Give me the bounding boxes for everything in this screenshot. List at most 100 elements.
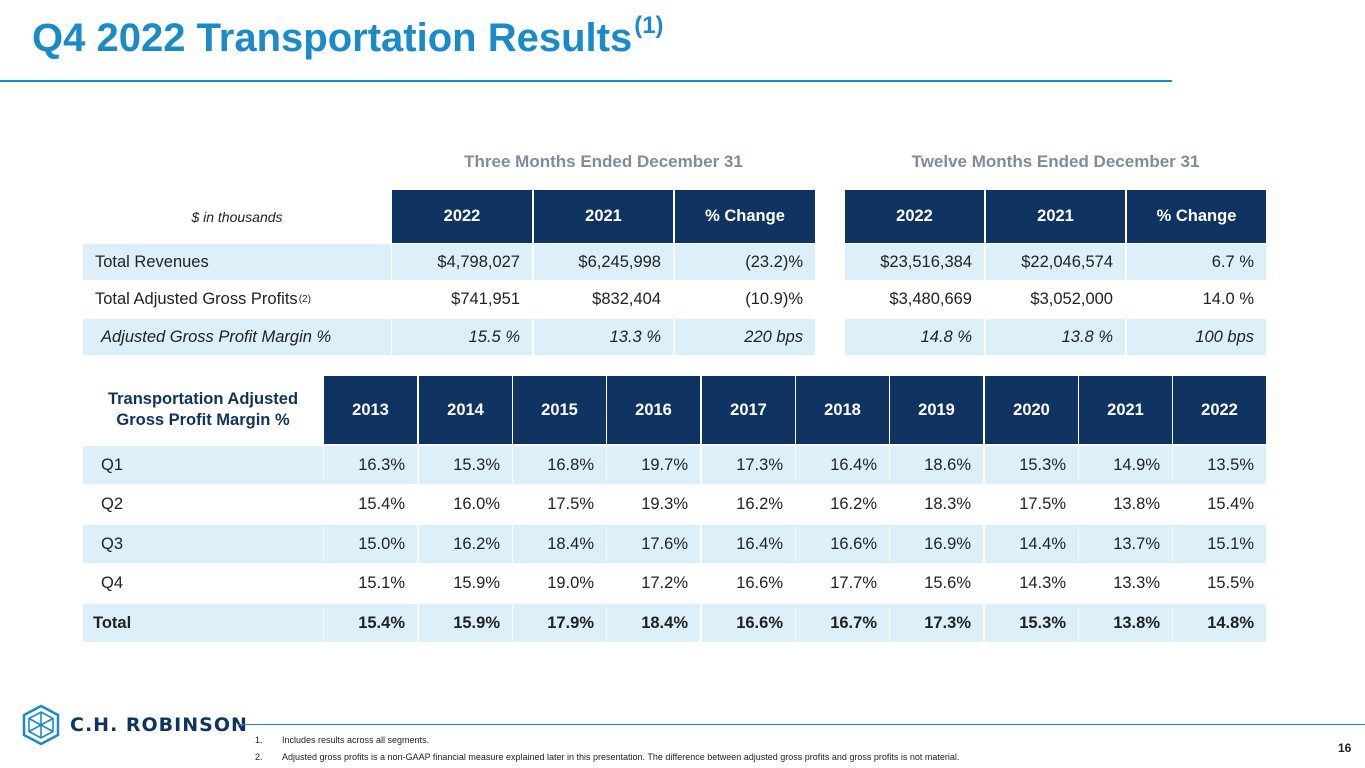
footer-rule <box>238 724 1365 725</box>
margin-value: 14.9% <box>1079 446 1172 484</box>
three-month-value: (23.2)% <box>675 244 815 280</box>
twelve-month-value: 13.8 % <box>986 319 1125 355</box>
footnote-2: 2. Adjusted gross profits is a non-GAAP f… <box>255 752 960 762</box>
twelve-month-col-header: % Change <box>1127 190 1266 243</box>
margin-value: 16.4% <box>796 446 889 484</box>
year-col-header: 2013 <box>324 376 417 444</box>
year-col-header: 2019 <box>890 376 983 444</box>
year-col-header: 2022 <box>1173 376 1266 444</box>
margin-value: 16.6% <box>736 573 783 592</box>
results-row-label: Total Adjusted Gross Profits (2) <box>83 281 391 317</box>
company-logo: C.H. ROBINSON <box>22 704 248 746</box>
margin-value: 19.3% <box>641 494 688 513</box>
three-month-value: 15.5 % <box>392 319 532 355</box>
margin-value: 18.3% <box>924 494 971 513</box>
margin-table-row-header: Transportation Adjusted Gross Profit Mar… <box>107 390 299 429</box>
page-title: Q4 2022 Transportation Results(1) <box>32 12 664 60</box>
margin-value: 17.6% <box>607 525 700 563</box>
results-row-label: Adjusted Gross Profit Margin % <box>83 319 391 355</box>
twelve-month-value: $3,052,000 <box>1030 289 1113 308</box>
twelve-month-value: $22,046,574 <box>986 244 1125 280</box>
three-month-value: $4,798,027 <box>392 244 532 280</box>
margin-value: 17.3% <box>890 604 983 642</box>
margin-value: 15.5% <box>1207 573 1254 592</box>
margin-row-label: Q2 <box>101 494 124 513</box>
year-col-header: 2021 <box>1079 376 1172 444</box>
margin-value: 16.6% <box>796 525 889 563</box>
three-month-value: $6,245,998 <box>534 244 673 280</box>
margin-value: 13.8% <box>1079 604 1172 642</box>
margin-value: 16.2% <box>736 494 783 513</box>
margin-value: 15.3% <box>985 446 1078 484</box>
cube-hexagon-icon <box>22 704 60 746</box>
margin-value: 18.4% <box>607 604 700 642</box>
twelve-month-value: 14.8 % <box>845 319 984 355</box>
margin-value: 17.3% <box>702 446 795 484</box>
title-rule <box>0 80 1172 82</box>
margin-value: 17.5% <box>547 494 594 513</box>
margin-value: 17.9% <box>513 604 606 642</box>
twelve-month-period-header: Twelve Months Ended December 31 <box>911 152 1200 171</box>
margin-value: 13.8% <box>1113 494 1160 513</box>
three-month-col-header: 2021 <box>534 190 673 243</box>
three-month-value: (10.9)% <box>745 289 803 308</box>
twelve-month-value: $23,516,384 <box>845 244 984 280</box>
margin-value: 13.5% <box>1173 446 1266 484</box>
year-col-header: 2020 <box>985 376 1078 444</box>
margin-value: 15.4% <box>358 494 405 513</box>
footnote-1: 1. Includes results across all segments. <box>255 735 430 745</box>
margin-row-label: Total <box>83 604 323 642</box>
page-number: 16 <box>1338 741 1352 755</box>
logo-text: C.H. ROBINSON <box>70 714 248 736</box>
margin-value: 19.0% <box>547 573 594 592</box>
margin-value: 15.3% <box>985 604 1078 642</box>
three-month-value: 220 bps <box>675 319 815 355</box>
three-month-col-header: 2022 <box>392 190 532 243</box>
margin-value: 14.4% <box>985 525 1078 563</box>
year-col-header: 2017 <box>702 376 795 444</box>
year-col-header: 2015 <box>513 376 606 444</box>
margin-value: 15.4% <box>1207 494 1254 513</box>
margin-row-label: Q3 <box>83 525 323 563</box>
margin-value: 15.1% <box>358 573 405 592</box>
twelve-month-value: 6.7 % <box>1127 244 1266 280</box>
three-month-col-header: % Change <box>675 190 815 243</box>
unit-label: $ in thousands <box>191 208 283 225</box>
three-month-value: $832,404 <box>592 289 661 308</box>
year-col-header: 2016 <box>607 376 700 444</box>
twelve-month-col-header: 2022 <box>845 190 984 243</box>
margin-value: 18.4% <box>513 525 606 563</box>
margin-value: 16.2% <box>830 494 877 513</box>
margin-value: 18.6% <box>890 446 983 484</box>
year-col-header: 2014 <box>419 376 512 444</box>
margin-value: 16.6% <box>702 604 795 642</box>
margin-row-label: Q1 <box>83 446 323 484</box>
margin-value: 15.9% <box>419 604 512 642</box>
three-month-value: 13.3 % <box>534 319 673 355</box>
margin-value: 16.2% <box>419 525 512 563</box>
margin-value: 13.3% <box>1113 573 1160 592</box>
margin-value: 16.0% <box>453 494 500 513</box>
margin-value: 14.8% <box>1173 604 1266 642</box>
margin-value: 15.1% <box>1173 525 1266 563</box>
margin-value: 16.7% <box>796 604 889 642</box>
row-label-text: Adjusted Gross Profit Margin % <box>101 327 332 346</box>
margin-value: 17.5% <box>1019 494 1066 513</box>
margin-value: 16.9% <box>890 525 983 563</box>
margin-value: 16.3% <box>324 446 417 484</box>
twelve-month-value: 100 bps <box>1127 319 1266 355</box>
margin-value: 19.7% <box>607 446 700 484</box>
twelve-month-value: 14.0 % <box>1202 289 1254 308</box>
twelve-month-value: $3,480,669 <box>889 289 972 308</box>
three-month-value: $741,951 <box>451 289 520 308</box>
three-month-period-header: Three Months Ended December 31 <box>464 152 743 171</box>
row-label-text: Total Adjusted Gross Profits <box>95 289 298 308</box>
margin-value: 16.8% <box>513 446 606 484</box>
margin-value: 14.3% <box>1019 573 1066 592</box>
margin-value: 15.9% <box>453 573 500 592</box>
twelve-month-col-header: 2021 <box>986 190 1125 243</box>
margin-value: 16.4% <box>702 525 795 563</box>
margin-value: 15.6% <box>924 573 971 592</box>
row-label-text: Total Revenues <box>95 252 209 271</box>
margin-row-label: Q4 <box>101 573 124 592</box>
